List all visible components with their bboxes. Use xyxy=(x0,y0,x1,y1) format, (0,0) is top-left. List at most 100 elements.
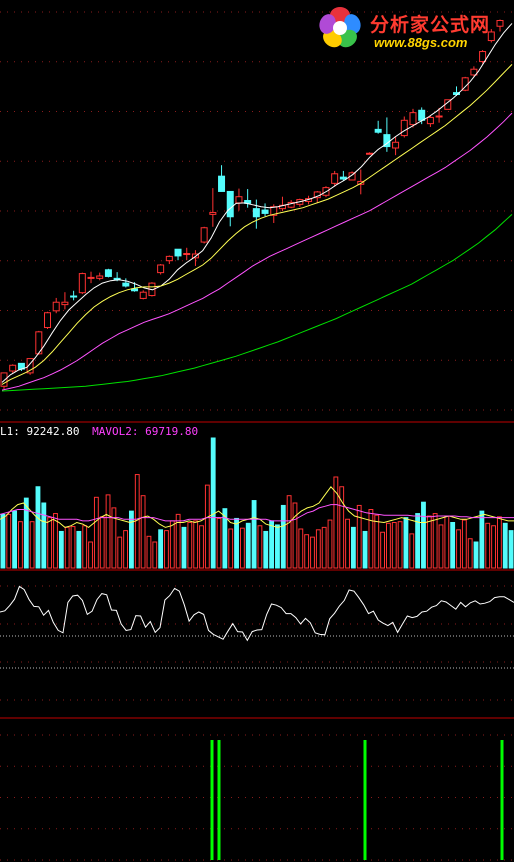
volume-bar xyxy=(76,530,82,569)
volume-bar xyxy=(193,520,199,569)
candle-body xyxy=(78,273,86,294)
logo-petal xyxy=(319,14,336,34)
candle xyxy=(348,171,356,181)
candle-body xyxy=(139,291,147,299)
signal-bar xyxy=(210,740,214,860)
volume-bar xyxy=(181,526,187,569)
volume-bar xyxy=(35,486,41,569)
candle xyxy=(26,358,34,375)
logo-name: 分析家公式网 xyxy=(370,14,491,36)
mavol-line xyxy=(0,504,514,522)
candle-body xyxy=(348,172,356,181)
candle-body xyxy=(479,51,487,63)
volume-bar xyxy=(310,536,315,569)
volume-bar xyxy=(298,528,304,569)
candle xyxy=(122,278,130,288)
volume-bar xyxy=(479,510,485,569)
volume-bar xyxy=(397,521,403,569)
candle xyxy=(200,226,208,244)
volume-bar xyxy=(187,522,193,569)
volume-bar xyxy=(269,520,275,569)
volume-bar xyxy=(374,514,380,569)
mavol1-label: L1: 92242.80 xyxy=(0,425,80,438)
volume-bar xyxy=(222,508,228,569)
candle xyxy=(96,272,104,281)
candle xyxy=(139,290,147,300)
volume-bar xyxy=(432,513,438,569)
candle-body xyxy=(104,269,112,277)
volume-bar xyxy=(251,500,257,569)
volume-bar xyxy=(210,437,216,569)
volume-bar xyxy=(105,494,111,569)
volume-bar xyxy=(444,515,450,569)
price-panel[interactable] xyxy=(0,19,513,392)
candle-body xyxy=(200,227,208,243)
volume-bar xyxy=(438,524,444,569)
volume-bar xyxy=(88,541,93,569)
volume-bar xyxy=(146,535,152,569)
volume-bar xyxy=(321,526,327,569)
candle-body xyxy=(174,248,182,257)
candle-body xyxy=(9,364,17,372)
candle xyxy=(78,272,86,295)
oscillator-panel[interactable] xyxy=(0,585,514,642)
volume-bar xyxy=(327,519,333,569)
volume-bar xyxy=(386,522,391,569)
candle-body xyxy=(392,141,400,149)
volume-legend: L1: 92242.80 MAVOL2: 69719.80 xyxy=(0,425,198,438)
volume-bar xyxy=(263,530,269,569)
volume-bar xyxy=(158,529,164,569)
volume-bar xyxy=(345,518,350,569)
candle-body xyxy=(122,282,130,287)
candle-body xyxy=(331,173,339,184)
volume-bar xyxy=(0,513,6,569)
volume-bar xyxy=(123,530,128,569)
volume-bar xyxy=(356,504,362,569)
volume-bar xyxy=(473,541,479,569)
volume-panel[interactable] xyxy=(0,437,514,569)
candle xyxy=(487,29,495,43)
logo[interactable]: 分析家公式网 www.88gs.com xyxy=(312,2,512,54)
candle xyxy=(9,364,17,373)
candle xyxy=(261,203,269,217)
moving-average-line xyxy=(1,64,513,385)
candle xyxy=(44,311,52,329)
candle xyxy=(235,188,243,211)
volume-bar xyxy=(82,525,88,569)
volume-bar xyxy=(380,531,385,569)
candle xyxy=(278,196,286,212)
volume-bar xyxy=(315,529,321,569)
volume-bar xyxy=(58,530,64,569)
volume-bar xyxy=(29,521,35,569)
candle-body xyxy=(261,209,269,214)
signal-bar xyxy=(500,740,504,860)
candle xyxy=(209,188,217,227)
volume-bar xyxy=(175,513,181,569)
candle xyxy=(218,165,226,192)
volume-bar xyxy=(280,504,286,569)
volume-bar xyxy=(12,510,18,569)
volume-bar xyxy=(93,496,99,569)
candle xyxy=(157,264,165,275)
candle-body xyxy=(409,112,417,126)
volume-bar xyxy=(421,501,426,569)
volume-bar xyxy=(415,513,421,569)
candle xyxy=(165,255,173,265)
candle-body xyxy=(183,253,191,256)
candle xyxy=(435,107,443,123)
volume-bar xyxy=(485,522,491,569)
volume-bar xyxy=(129,510,134,569)
volume-bar xyxy=(64,526,70,569)
signal-panel[interactable] xyxy=(210,740,504,860)
volume-bar xyxy=(53,513,58,569)
mavol2-label: MAVOL2: 69719.80 xyxy=(92,425,199,438)
volume-bar xyxy=(350,526,356,569)
volume-bar xyxy=(23,497,29,569)
candle xyxy=(104,268,112,278)
volume-bar xyxy=(228,528,234,569)
volume-bar xyxy=(496,516,502,569)
volume-bar xyxy=(456,529,461,569)
volume-bar xyxy=(403,517,409,569)
candle-body xyxy=(0,372,8,387)
flower-logo-icon xyxy=(319,7,361,48)
